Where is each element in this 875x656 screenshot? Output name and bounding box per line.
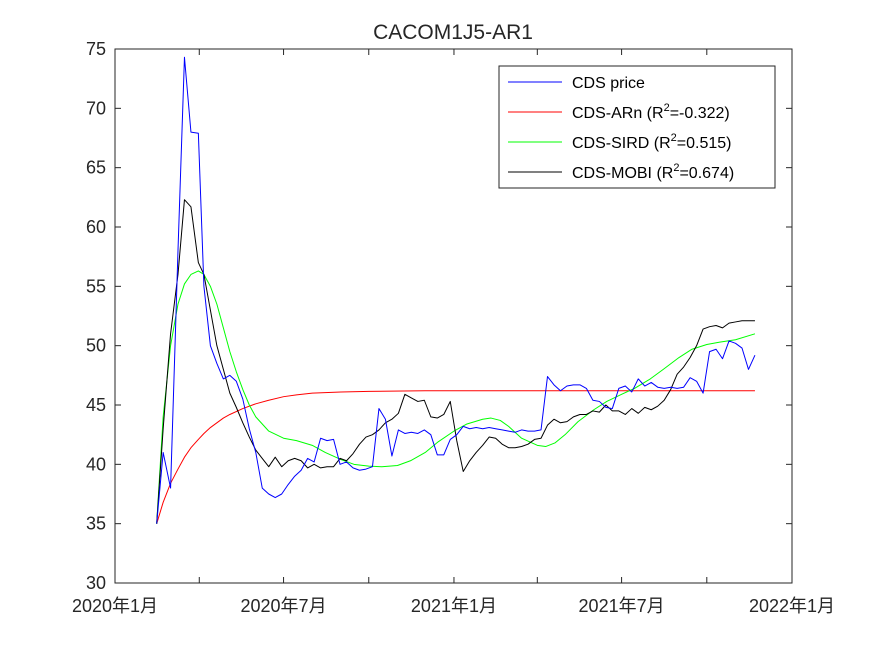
y-tick-label: 75 (86, 39, 106, 59)
legend: CDS price CDS-ARn (R2=-0.322) CDS-SIRD (R2… (498, 65, 776, 189)
y-tick-label: 40 (86, 454, 106, 474)
x-tick-label: 2022年1月 (749, 596, 835, 616)
x-tick-label: 2021年7月 (579, 596, 665, 616)
y-tick-label: 45 (86, 395, 106, 415)
series-layer (156, 56, 756, 524)
y-tick-label: 50 (86, 336, 106, 356)
y-tick-label: 30 (86, 573, 106, 593)
legend-label: CDS-ARn (R2=-0.322) (572, 102, 730, 122)
legend-label: CDS-MOBI (R2=0.674) (572, 162, 734, 182)
y-tick-label: 55 (86, 276, 106, 296)
series-line-1 (156, 390, 755, 524)
legend-label: CDS-SIRD (R2=0.515) (572, 132, 732, 152)
series-line-2 (156, 270, 756, 524)
x-tick-label: 2021年1月 (411, 596, 497, 616)
x-tick-label: 2020年1月 (72, 596, 158, 616)
chart-title: CACOM1J5-AR1 (373, 21, 533, 44)
y-tick-label: 35 (86, 514, 106, 534)
y-tick-label: 70 (86, 98, 106, 118)
legend-label: CDS price (572, 75, 645, 92)
series-line-3 (156, 199, 755, 524)
series-line-0 (156, 56, 756, 524)
x-tick-label: 2020年7月 (241, 596, 327, 616)
legend-box (498, 65, 776, 189)
axes-layer: 30 35 40 45 50 55 60 65 70 75 2020年1月 2020年7月 2021年1… (72, 39, 835, 616)
y-tick-label: 65 (86, 158, 106, 178)
y-tick-label: 60 (86, 217, 106, 237)
